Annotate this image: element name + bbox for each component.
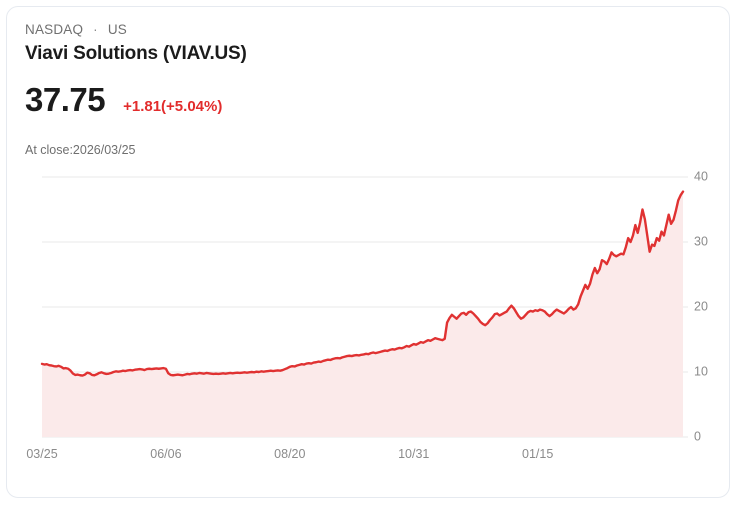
price-row: 37.75 +1.81(+5.04%)	[25, 81, 222, 119]
price-change: +1.81(+5.04%)	[123, 98, 223, 115]
card-header: NASDAQ · US Viavi Solutions (VIAV.US)	[25, 21, 711, 67]
exchange-separator: ·	[93, 22, 98, 37]
stock-quote-card: NASDAQ · US Viavi Solutions (VIAV.US) 37…	[6, 6, 730, 498]
exchange-region-line: NASDAQ · US	[25, 21, 711, 39]
page-title: Viavi Solutions (VIAV.US)	[25, 43, 247, 64]
exchange-name: NASDAQ	[25, 22, 84, 37]
current-price: 37.75	[25, 81, 106, 118]
region-code: US	[107, 22, 127, 37]
market-status-note: At close:2026/03/25	[25, 143, 136, 157]
